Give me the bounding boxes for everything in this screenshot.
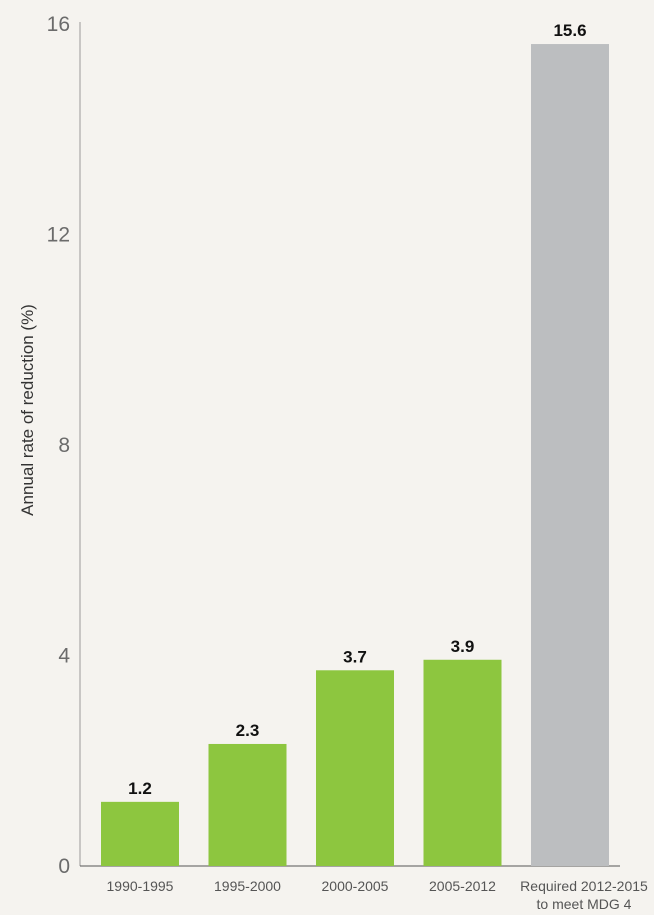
bar: [531, 44, 609, 867]
y-tick-label: 4: [58, 645, 70, 668]
x-tick-label: 2005-2012: [429, 878, 496, 894]
data-label: 15.6: [553, 21, 586, 40]
data-label: 3.9: [451, 637, 475, 656]
x-tick-label: 1995-2000: [214, 878, 281, 894]
y-axis-label: Annual rate of reduction (%): [18, 304, 37, 516]
y-tick-label: 16: [47, 13, 70, 36]
bar: [316, 670, 394, 866]
bar: [101, 801, 179, 866]
data-label: 2.3: [236, 721, 260, 740]
x-tick-label: Required 2012-2015: [520, 878, 648, 894]
bar: [208, 743, 287, 866]
y-tick-label: 0: [58, 855, 70, 878]
y-tick-label: 12: [47, 224, 70, 247]
x-tick-label: 2000-2005: [322, 878, 389, 894]
y-tick-label: 8: [58, 434, 70, 457]
x-tick-label: 1990-1995: [107, 878, 174, 894]
data-label: 1.2: [128, 779, 152, 798]
bar: [423, 659, 502, 866]
data-label: 3.7: [343, 647, 367, 666]
x-tick-label: to meet MDG 4: [537, 896, 632, 912]
